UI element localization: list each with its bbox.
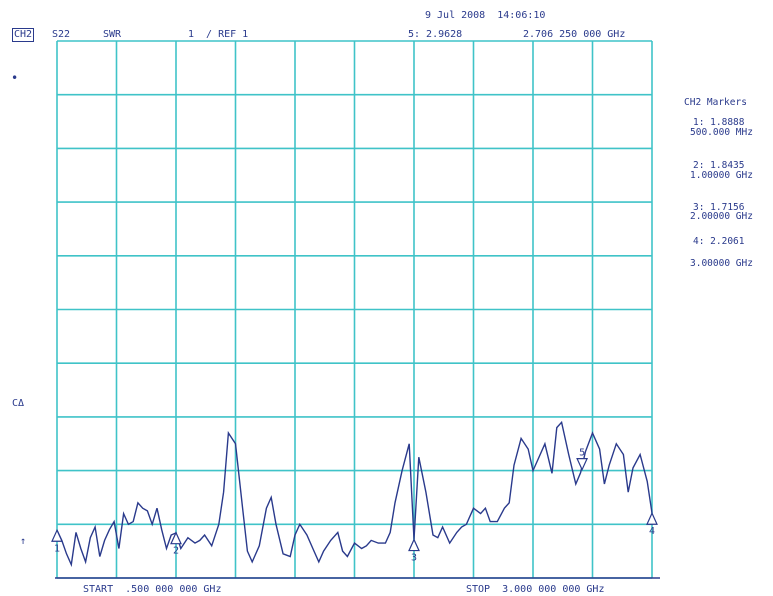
marker-1-value: 1: 1.8888: [693, 117, 745, 128]
marker-4-value: 4: 2.2061: [693, 236, 745, 247]
date-time: 9 Jul 2008 14:06:10: [425, 10, 546, 21]
marker-2-label: 2: [173, 546, 179, 557]
correction-label: CΔ: [12, 398, 25, 409]
marker-1-icon: [51, 528, 63, 542]
scale-ref: 1 / REF 1: [188, 29, 249, 40]
marker-5-icon: [576, 457, 589, 472]
active-marker-value: 5: 2.9628: [408, 29, 463, 40]
grid: [56, 40, 653, 579]
reference-arrow-icon: ↑: [20, 536, 27, 547]
markers: 1 2 3 4 5: [51, 448, 658, 564]
marker-4-label: 4: [649, 526, 655, 537]
marker-4-icon: [646, 511, 658, 525]
marker-2-icon: [170, 531, 182, 545]
marker-3-frequency: 2.00000 GHz: [690, 211, 753, 222]
format-label: SWR: [103, 29, 122, 40]
swr-trace: [56, 420, 653, 568]
active-marker-frequency: 2.706 250 000 GHz: [523, 29, 626, 40]
marker-2-value: 2: 1.8435: [693, 160, 745, 171]
marker-3-icon: [408, 538, 420, 552]
marker-3-label: 3: [411, 553, 417, 564]
channel-label[interactable]: CH2: [12, 28, 35, 42]
marker-3-value: 3: 1.7156: [693, 202, 745, 213]
marker-1-label: 1: [54, 543, 60, 554]
start-frequency: START .500 000 000 GHz: [83, 584, 222, 595]
markers-panel-title: CH2 Markers: [684, 97, 747, 108]
marker-2-frequency: 1.00000 GHz: [690, 170, 753, 181]
marker-1-frequency: 500.000 MHz: [690, 127, 753, 138]
reference-position-icon: •: [11, 71, 19, 85]
marker-4-frequency: 3.00000 GHz: [690, 258, 753, 269]
s-parameter: S22: [52, 29, 71, 40]
marker-5-label: 5: [579, 448, 585, 459]
stop-frequency: STOP 3.000 000 000 GHz: [466, 584, 605, 595]
